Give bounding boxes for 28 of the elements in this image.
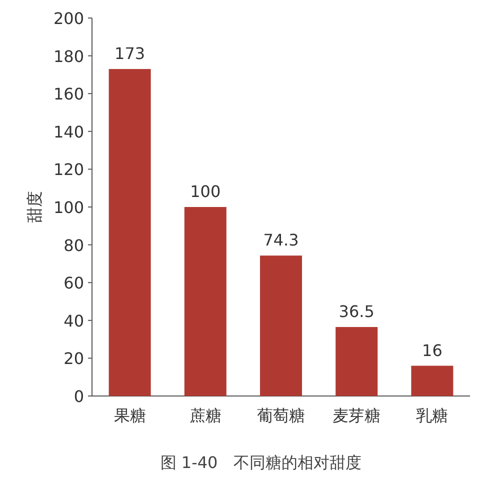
caption: 图 1-40 不同糖的相对甜度	[160, 453, 362, 472]
y-tick-label: 160	[53, 84, 84, 104]
data-label: 74.3	[263, 230, 299, 250]
y-tick-label: 20	[64, 349, 84, 368]
data-label: 36.5	[338, 302, 374, 322]
y-tick-label: 60	[64, 274, 84, 293]
x-tick-label: 麦芽糖	[332, 406, 381, 425]
bar	[411, 366, 454, 396]
y-tick-label: 80	[64, 236, 84, 255]
y-tick-label: 40	[64, 311, 84, 330]
y-tick-label: 180	[53, 46, 84, 66]
x-tick-label: 果糖	[114, 406, 146, 425]
bar	[260, 256, 302, 396]
x-tick-label: 蔗糖	[189, 406, 222, 425]
y-tick-label: 120	[53, 160, 84, 180]
data-label: 173	[114, 44, 146, 64]
y-tick-label: 100	[53, 198, 84, 217]
y-tick-label: 0	[74, 387, 84, 406]
y-axis-title: 甜度	[25, 191, 44, 223]
bar	[336, 327, 378, 396]
bar	[108, 69, 151, 396]
data-label: 100	[190, 182, 221, 201]
y-tick-label: 140	[53, 122, 84, 142]
x-tick-label: 葡萄糖	[257, 406, 305, 425]
x-tick-label: 乳糖	[416, 406, 448, 425]
data-label: 16	[422, 340, 442, 360]
y-tick-label: 200	[53, 9, 84, 28]
bar	[184, 207, 226, 396]
